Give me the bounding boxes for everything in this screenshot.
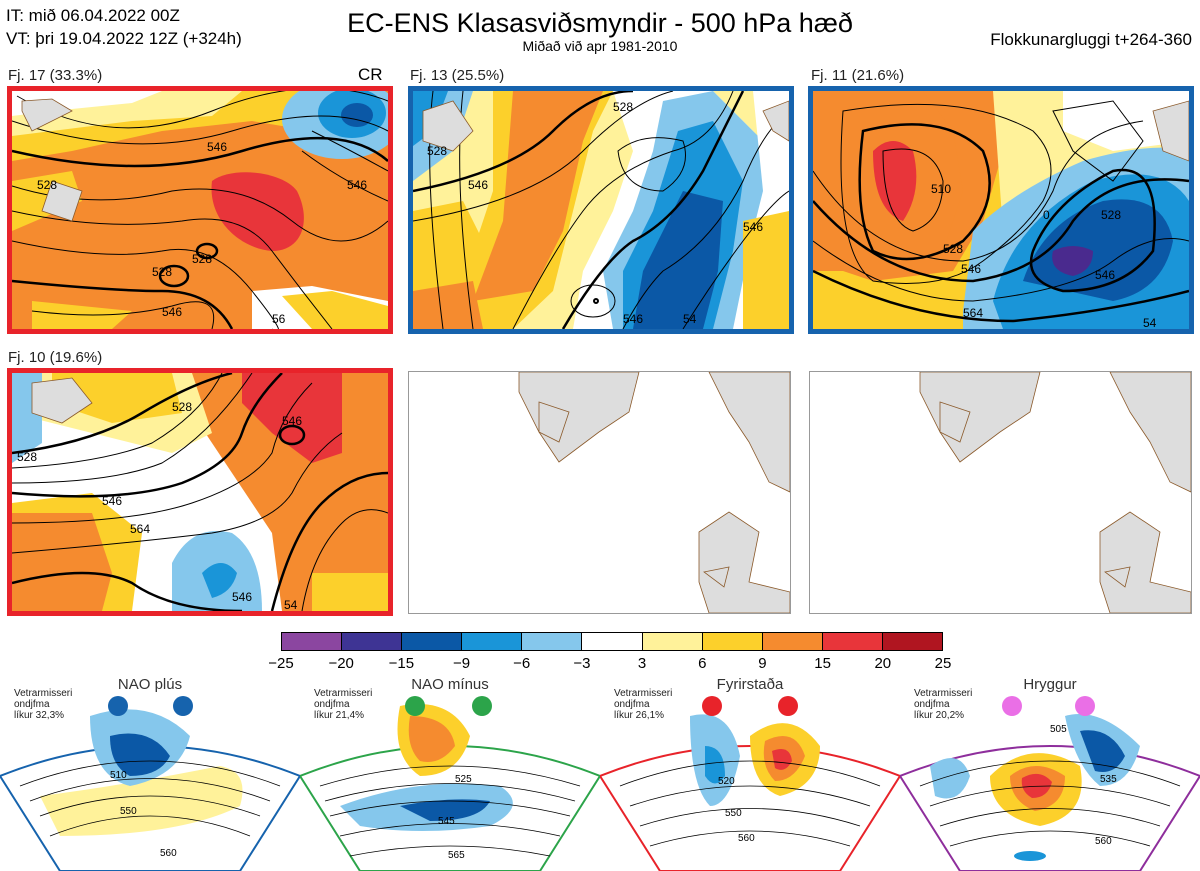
colorbar-tick-label: −25 xyxy=(268,655,294,672)
regime-blocking[interactable]: 520 550 560 Fyrirstaða Vetrarmisseri ondj… xyxy=(600,676,900,871)
contour-label: 546 xyxy=(282,414,302,428)
contour-label: 546 xyxy=(102,494,122,508)
regime-contour-label: 565 xyxy=(448,850,465,861)
cluster-1-label: Fj. 17 (33.3%) xyxy=(8,67,103,84)
regime-contour-label: 505 xyxy=(1050,724,1067,735)
colorbar-tick-label: 3 xyxy=(637,655,647,672)
cluster-1-tag: CR xyxy=(358,65,383,84)
contour-label: 546 xyxy=(347,178,367,192)
colorbar-swatch xyxy=(882,633,943,650)
initial-time: IT: mið 06.04.2022 00Z xyxy=(6,6,180,25)
cluster-map-3[interactable]: 510 528 546 564 528 546 0 54 xyxy=(808,86,1194,334)
cluster-3-label: Fj. 11 (21.6%) xyxy=(811,67,905,84)
contour-label: 546 xyxy=(743,220,763,234)
empty-map-5 xyxy=(408,371,791,614)
regime-contour-label: 525 xyxy=(455,774,472,785)
regime-note: Vetrarmisseri ondjfma líkur 26,1% xyxy=(614,688,673,721)
contour-label: 528 xyxy=(152,265,172,279)
colorbar-tick-label: −15 xyxy=(388,655,415,672)
colorbar-tick-label: −3 xyxy=(573,655,591,672)
colorbar-tick-label: 6 xyxy=(698,655,707,672)
regime-nao-plus[interactable]: 510 550 560 NAO plús Vetrarmisseri ondjfm… xyxy=(0,676,300,871)
regime-title: NAO plús xyxy=(117,676,183,693)
regime-contour-label: 545 xyxy=(438,816,455,827)
colorbar xyxy=(281,632,943,651)
contour-label: 54 xyxy=(683,312,697,326)
colorbar-swatch xyxy=(642,633,703,650)
regime-contour-label: 550 xyxy=(725,808,742,819)
colorbar-swatch xyxy=(702,633,763,650)
contour-label: 546 xyxy=(207,140,227,154)
colorbar-tick-label: 9 xyxy=(758,655,767,672)
colorbar-swatch xyxy=(402,633,463,650)
contour-label: 0 xyxy=(1043,208,1050,222)
contour-label: 546 xyxy=(1095,268,1115,282)
contour-label: 546 xyxy=(232,590,252,604)
page-subtitle: Miðað við apr 1981-2010 xyxy=(522,38,678,54)
regime-nao-minus[interactable]: 525 545 565 NAO mínus Vetrarmisseri ondjf… xyxy=(300,676,600,871)
regime-note: Vetrarmisseri ondjfma líkur 32,3% xyxy=(14,688,73,721)
contour-label: 564 xyxy=(963,306,983,320)
contour-label: 528 xyxy=(613,100,633,114)
contour-label: 546 xyxy=(623,312,643,326)
regime-title: Fyrirstaða xyxy=(716,676,784,693)
colorbar-swatch xyxy=(282,633,343,650)
contour-label: 528 xyxy=(172,400,192,414)
regime-contour-label: 520 xyxy=(718,776,735,787)
colorbar-swatch xyxy=(462,633,523,650)
colorbar-tick-label: −9 xyxy=(452,655,471,672)
contour-label: 528 xyxy=(37,178,57,192)
contour-label: 528 xyxy=(1101,208,1121,222)
contour-label: 54 xyxy=(284,598,298,611)
regime-contour-label: 550 xyxy=(120,806,137,817)
colorbar-swatch xyxy=(582,633,643,650)
contour-label: 528 xyxy=(943,242,963,256)
cluster-2-label: Fj. 13 (25.5%) xyxy=(410,67,505,84)
regime-contour-label: 560 xyxy=(738,833,755,844)
colorbar-tick-label: 15 xyxy=(814,655,831,672)
valid-time: VT: þri 19.04.2022 12Z (+324h) xyxy=(6,29,242,48)
colorbar-swatch xyxy=(342,633,403,650)
regime-contour-label: 560 xyxy=(160,848,177,859)
colorbar-tick-label: −6 xyxy=(513,655,531,672)
regime-note: Vetrarmisseri ondjfma líkur 21,4% xyxy=(314,688,373,721)
contour-label: 54 xyxy=(1143,316,1157,329)
contour-label: 546 xyxy=(961,262,981,276)
cluster-map-4[interactable]: 528 546 528 546 564 546 54 xyxy=(7,368,393,616)
contour-label: 510 xyxy=(931,182,951,196)
run-info: IT: mið 06.04.2022 00Z VT: þri 19.04.202… xyxy=(6,4,242,50)
cluster-map-1[interactable]: 528 546 528 546 528 546 56 xyxy=(7,86,393,334)
contour-label: 528 xyxy=(17,450,37,464)
contour-label: 528 xyxy=(427,144,447,158)
colorbar-swatch xyxy=(822,633,883,650)
regime-contour-label: 535 xyxy=(1100,774,1117,785)
colorbar-tick-label: 20 xyxy=(874,655,892,672)
page-title: EC-ENS Klasasviðsmyndir - 500 hPa hæð xyxy=(347,8,853,38)
colorbar-tick-label: −20 xyxy=(328,655,354,672)
contour-label: 528 xyxy=(192,252,212,266)
colorbar-swatch xyxy=(522,633,583,650)
regime-title: Hryggur xyxy=(1023,676,1077,693)
contour-label: 564 xyxy=(130,522,150,536)
regime-ridge[interactable]: 505 535 560 Hryggur Vetrarmisseri ondjfma… xyxy=(900,676,1200,871)
colorbar-swatch xyxy=(762,633,823,650)
contour-label: 546 xyxy=(468,178,488,192)
cluster-map-2[interactable]: 528 546 546 528 546 54 xyxy=(408,86,794,334)
contour-label: 546 xyxy=(162,305,182,319)
regime-title: NAO mínus xyxy=(411,676,489,693)
colorbar-tick-label: 25 xyxy=(934,655,952,672)
clustering-window: Flokkunargluggi t+264-360 xyxy=(990,30,1192,49)
regime-contour-label: 560 xyxy=(1095,836,1112,847)
cluster-4-label: Fj. 10 (19.6%) xyxy=(8,349,103,366)
regime-note: Vetrarmisseri ondjfma líkur 20,2% xyxy=(914,688,973,721)
regime-contour-label: 510 xyxy=(110,770,127,781)
empty-map-6 xyxy=(809,371,1192,614)
contour-label: 56 xyxy=(272,312,286,326)
